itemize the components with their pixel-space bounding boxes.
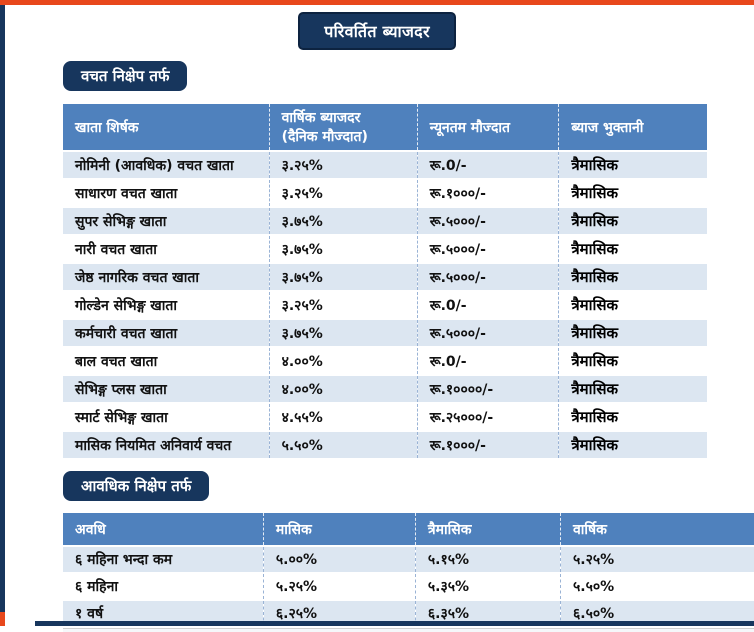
savings-rates-table: खाता शिर्षक वार्षिक ब्याजदर (दैनिक मौज्द… (63, 104, 707, 460)
table-row: नोमिनी (आवधिक) वचत खाता ३.२५% रू.0/- त्र… (63, 151, 707, 179)
rate-cell: ४.५५% (269, 403, 417, 431)
account-cell: जेष्ठ नागरिक वचत खाता (63, 263, 269, 291)
quarterly-rate-cell: ५.१५% (415, 546, 560, 573)
table-row: जेष्ठ नागरिक वचत खाता ३.७५% रू.५०००/- त्… (63, 263, 707, 291)
table-row: गोल्डेन सेभिङ्ग खाता ३.२५% रू.0/- त्रैमा… (63, 291, 707, 319)
rate-cell: ४.००% (269, 347, 417, 375)
savings-section-title: वचत निक्षेप तर्फ (63, 61, 187, 91)
rate-cell: ३.२५% (269, 179, 417, 207)
fixed-section-title: आवधिक निक्षेप तर्फ (63, 471, 209, 501)
col-annual-rate: वार्षिक ब्याजदर (दैनिक मौज्दात) (269, 104, 417, 151)
min-balance-cell: रू.0/- (417, 291, 559, 319)
cut-off-table-row (63, 628, 754, 632)
payment-cell: त्रैमासिक (559, 319, 707, 347)
payment-cell: त्रैमासिक (559, 235, 707, 263)
min-balance-cell: रू.५०००/- (417, 319, 559, 347)
payment-cell: त्रैमासिक (559, 347, 707, 375)
account-cell: गोल्डेन सेभिङ्ग खाता (63, 291, 269, 319)
table-row: ६ महिना भन्दा कम ५.००% ५.१५% ५.२५% (63, 546, 754, 573)
table-row: सेभिङ्ग प्लस खाता ४.००% रू.१००००/- त्रैम… (63, 375, 707, 403)
table-row: साधारण वचत खाता ३.२५% रू.१०००/- त्रैमासि… (63, 179, 707, 207)
account-cell: कर्मचारी वचत खाता (63, 319, 269, 347)
payment-cell: त्रैमासिक (559, 431, 707, 459)
savings-section-header: वचत निक्षेप तर्फ (63, 61, 754, 91)
payment-cell: त्रैमासिक (559, 291, 707, 319)
table-row: मासिक नियमित अनिवार्य वचत ५.५०% रू.१०००/… (63, 431, 707, 459)
col-interest-payment: ब्याज भुक्तानी (559, 104, 707, 151)
table-row: सुपर सेभिङ्ग खाता ३.७५% रू.५०००/- त्रैमा… (63, 207, 707, 235)
payment-cell: त्रैमासिक (559, 403, 707, 431)
yearly-rate-cell: ५.५०% (561, 573, 754, 600)
table-row: बाल वचत खाता ४.००% रू.0/- त्रैमासिक (63, 347, 707, 375)
payment-cell: त्रैमासिक (559, 207, 707, 235)
rate-cell: ४.००% (269, 375, 417, 403)
min-balance-cell: रू.१०००/- (417, 179, 559, 207)
fixed-table-header-row: अवधि मासिक त्रैमासिक वार्षिक (63, 513, 754, 546)
period-cell: ६ महिना (63, 573, 263, 600)
quarterly-rate-cell: ५.३५% (415, 573, 560, 600)
account-cell: सुपर सेभिङ्ग खाता (63, 207, 269, 235)
min-balance-cell: रू.0/- (417, 151, 559, 179)
account-cell: बाल वचत खाता (63, 347, 269, 375)
table-row: नारी वचत खाता ३.७५% रू.५०००/- त्रैमासिक (63, 235, 707, 263)
payment-cell: त्रैमासिक (559, 375, 707, 403)
account-cell: सेभिङ्ग प्लस खाता (63, 375, 269, 403)
account-cell: साधारण वचत खाता (63, 179, 269, 207)
page-left-border (0, 5, 5, 612)
min-balance-cell: रू.0/- (417, 347, 559, 375)
account-cell: नारी वचत खाता (63, 235, 269, 263)
table-row: कर्मचारी वचत खाता ३.७५% रू.५०००/- त्रैमा… (63, 319, 707, 347)
monthly-rate-cell: ५.२५% (263, 573, 415, 600)
min-balance-cell: रू.२५०००/- (417, 403, 559, 431)
period-cell: ६ महिना भन्दा कम (63, 546, 263, 573)
page-title-row: परिवर्तित ब्याजदर (0, 0, 754, 50)
page-bottom-border (35, 621, 754, 626)
min-balance-cell: रू.५०००/- (417, 235, 559, 263)
account-cell: नोमिनी (आवधिक) वचत खाता (63, 151, 269, 179)
min-balance-cell: रू.१००००/- (417, 375, 559, 403)
col-period: अवधि (63, 513, 263, 546)
rate-cell: ३.२५% (269, 151, 417, 179)
rate-cell: ३.७५% (269, 263, 417, 291)
min-balance-cell: रू.५०००/- (417, 263, 559, 291)
page-title: परिवर्तित ब्याजदर (298, 12, 456, 50)
monthly-rate-cell: ५.००% (263, 546, 415, 573)
rate-cell: ३.२५% (269, 291, 417, 319)
col-account-title: खाता शिर्षक (63, 104, 269, 151)
payment-cell: त्रैमासिक (559, 263, 707, 291)
col-annual-rate-line1: वार्षिक ब्याजदर (282, 108, 405, 127)
col-min-balance: न्यूनतम मौज्दात (417, 104, 559, 151)
col-monthly: मासिक (263, 513, 415, 546)
page-bottom-left-corner (0, 612, 5, 626)
savings-table-header-row: खाता शिर्षक वार्षिक ब्याजदर (दैनिक मौज्द… (63, 104, 707, 151)
yearly-rate-cell: ५.२५% (561, 546, 754, 573)
payment-cell: त्रैमासिक (559, 151, 707, 179)
rate-cell: ३.७५% (269, 207, 417, 235)
page-top-border (0, 0, 754, 5)
table-row: ६ महिना ५.२५% ५.३५% ५.५०% (63, 573, 754, 600)
min-balance-cell: रू.१०००/- (417, 431, 559, 459)
fixed-rates-table: अवधि मासिक त्रैमासिक वार्षिक ६ महिना भन्… (63, 513, 754, 628)
min-balance-cell: रू.५०००/- (417, 207, 559, 235)
payment-cell: त्रैमासिक (559, 179, 707, 207)
rate-cell: ३.७५% (269, 319, 417, 347)
rate-cell: ३.७५% (269, 235, 417, 263)
table-row: स्मार्ट सेभिङ्ग खाता ४.५५% रू.२५०००/- त्… (63, 403, 707, 431)
col-yearly: वार्षिक (561, 513, 754, 546)
account-cell: स्मार्ट सेभिङ्ग खाता (63, 403, 269, 431)
account-cell: मासिक नियमित अनिवार्य वचत (63, 431, 269, 459)
rate-cell: ५.५०% (269, 431, 417, 459)
fixed-section-header: आवधिक निक्षेप तर्फ (63, 471, 754, 501)
col-annual-rate-line2: (दैनिक मौज्दात) (282, 127, 405, 146)
col-quarterly: त्रैमासिक (415, 513, 560, 546)
